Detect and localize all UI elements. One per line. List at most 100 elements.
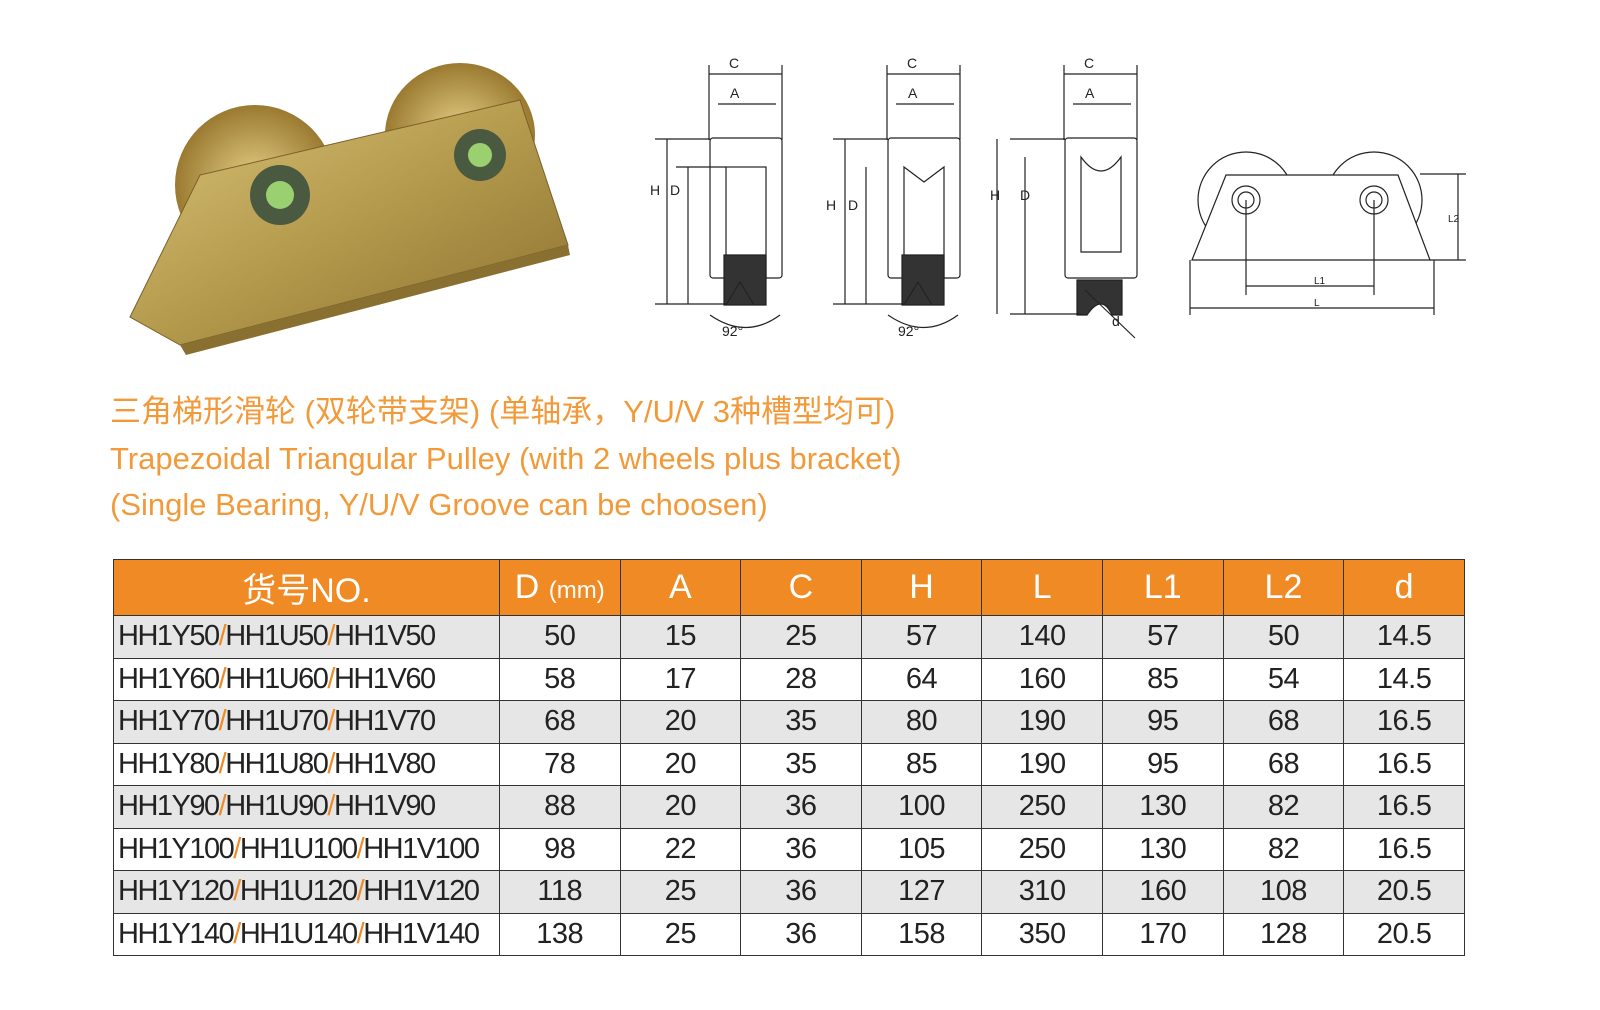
value-cell: 36: [740, 827, 862, 871]
column-header: 货号NO.: [113, 559, 500, 616]
value-cell: 20.5: [1343, 870, 1465, 914]
table-row: HH1Y80/HH1U80/HH1V80 78 20 35 85 190 95 68 16.5: [113, 742, 1465, 786]
label-c: C: [1084, 55, 1094, 71]
label-l: L: [1314, 298, 1320, 309]
model-number: HH1U60: [225, 662, 329, 695]
value-cell: 64: [860, 657, 983, 701]
label-h: H: [990, 187, 1000, 203]
column-header: A: [619, 559, 742, 616]
value-cell: 78: [498, 742, 621, 786]
column-header: L1: [1101, 559, 1224, 616]
separator: /: [233, 832, 241, 865]
table-row: HH1Y90/HH1U90/HH1V90 88 20 36 100 250 130 82 16.…: [113, 785, 1465, 829]
v-groove-drawing: [833, 65, 961, 328]
model-number: HH1U120: [239, 875, 358, 908]
label-angle: 92°: [722, 323, 743, 339]
value-cell: 250: [981, 785, 1103, 829]
value-cell: 190: [981, 700, 1103, 744]
value-cell: 57: [1101, 615, 1224, 659]
value-cell: 35: [740, 742, 862, 786]
column-header: L2: [1222, 559, 1345, 616]
value-cell: 128: [1222, 912, 1345, 956]
value-cell: 85: [860, 742, 983, 786]
value-cell: 68: [498, 700, 621, 744]
label-angle: 92°: [898, 323, 919, 339]
label-a: A: [1085, 85, 1095, 101]
value-cell: 20: [619, 785, 742, 829]
table-row: HH1Y140/HH1U140/HH1V140 138 25 36 158 350 170 1…: [113, 912, 1465, 956]
value-cell: 140: [981, 615, 1103, 659]
value-cell: 36: [740, 912, 862, 956]
value-cell: 350: [981, 912, 1103, 956]
table-row: HH1Y120/HH1U120/HH1V120 118 25 36 127 310 160 1…: [113, 870, 1465, 914]
value-cell: 130: [1101, 827, 1224, 871]
value-cell: 100: [860, 785, 983, 829]
value-cell: 85: [1101, 657, 1224, 701]
label-h: H: [650, 182, 660, 198]
value-cell: 22: [619, 827, 742, 871]
separator: /: [327, 662, 335, 695]
column-header-label: L: [1032, 568, 1052, 606]
model-number: HH1Y140: [118, 917, 235, 950]
value-cell: 95: [1101, 700, 1224, 744]
model-number: HH1U100: [239, 832, 358, 865]
value-cell: 68: [1222, 742, 1345, 786]
model-cell: HH1Y140/HH1U140/HH1V140: [113, 912, 500, 956]
value-cell: 160: [981, 657, 1103, 701]
value-cell: 82: [1222, 827, 1345, 871]
model-number: HH1U50: [225, 620, 329, 653]
label-l2: L2: [1448, 214, 1460, 225]
value-cell: 16.5: [1343, 700, 1465, 744]
model-cell: HH1Y70/HH1U70/HH1V70: [113, 700, 500, 744]
column-header-label: L2: [1264, 568, 1303, 606]
separator: /: [327, 790, 335, 823]
value-cell: 138: [498, 912, 621, 956]
value-cell: 54: [1222, 657, 1345, 701]
subtitle-english: (Single Bearing, Y/U/V Groove can be cho…: [110, 487, 768, 522]
column-header-label: 货号NO.: [242, 572, 371, 610]
separator: /: [327, 705, 335, 738]
value-cell: 16.5: [1343, 742, 1465, 786]
column-header: L: [981, 559, 1103, 616]
value-cell: 17: [619, 657, 742, 701]
model-cell: HH1Y80/HH1U80/HH1V80: [113, 742, 500, 786]
value-cell: 105: [860, 827, 983, 871]
value-cell: 57: [860, 615, 983, 659]
value-cell: 20.5: [1343, 912, 1465, 956]
model-number: HH1Y80: [118, 747, 220, 780]
column-header-label: C: [788, 568, 814, 606]
unit-label: (mm): [548, 577, 605, 604]
value-cell: 95: [1101, 742, 1224, 786]
model-cell: HH1Y90/HH1U90/HH1V90: [113, 785, 500, 829]
separator: /: [233, 917, 241, 950]
value-cell: 108: [1222, 870, 1345, 914]
model-number: HH1U140: [239, 917, 358, 950]
value-cell: 190: [981, 742, 1103, 786]
separator: /: [233, 875, 241, 908]
column-header-label: D: [514, 568, 540, 606]
model-number: HH1U90: [225, 790, 329, 823]
table-row: HH1Y60/HH1U60/HH1V60 58 17 28 64 160 85 54 14.5: [113, 657, 1465, 701]
value-cell: 14.5: [1343, 657, 1465, 701]
title-chinese: 三角梯形滑轮 (双轮带支架) (单轴承，Y/U/V 3种槽型均可): [110, 394, 896, 429]
u-groove-drawing: [996, 65, 1138, 339]
value-cell: 35: [740, 700, 862, 744]
separator: /: [218, 790, 227, 823]
value-cell: 170: [1101, 912, 1224, 956]
value-cell: 130: [1101, 785, 1224, 829]
model-number: HH1V60: [333, 662, 436, 695]
separator: /: [218, 705, 227, 738]
value-cell: 28: [740, 657, 862, 701]
label-l1: L1: [1314, 276, 1326, 287]
label-d: D: [670, 182, 680, 198]
column-header: H: [860, 559, 983, 616]
value-cell: 16.5: [1343, 785, 1465, 829]
model-number: HH1V90: [333, 790, 436, 823]
separator: /: [356, 917, 365, 950]
value-cell: 50: [498, 615, 621, 659]
model-cell: HH1Y120/HH1U120/HH1V120: [113, 870, 500, 914]
side-view-drawing: [1189, 151, 1466, 315]
column-header: C: [740, 559, 862, 616]
value-cell: 118: [498, 870, 621, 914]
model-cell: HH1Y60/HH1U60/HH1V60: [113, 657, 500, 701]
